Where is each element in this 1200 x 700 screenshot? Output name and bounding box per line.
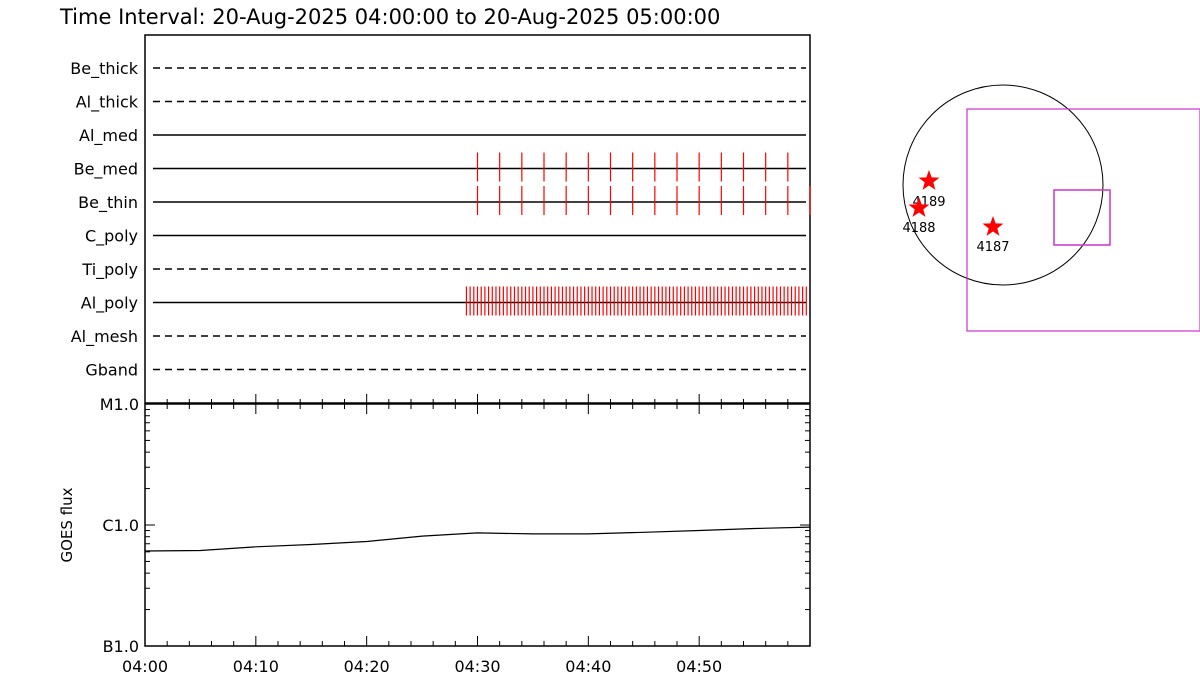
- filter-label-al-poly: Al_poly: [81, 294, 138, 314]
- filter-label-gband: Gband: [85, 361, 138, 380]
- y-axis-label: GOES flux: [58, 487, 76, 562]
- filter-label-be-med: Be_med: [74, 160, 138, 180]
- active-region-marker-4187: [982, 216, 1004, 236]
- filter-label-al-mesh: Al_mesh: [71, 327, 138, 347]
- y-tick-label: C1.0: [102, 516, 139, 535]
- y-tick-label: B1.0: [103, 637, 139, 656]
- goes-frame: [144, 403, 811, 647]
- filter-label-be-thin: Be_thin: [78, 193, 138, 213]
- x-tick-label: 04:00: [122, 657, 168, 676]
- x-tick-label: 04:10: [233, 657, 279, 676]
- goes-flux-line: [144, 526, 811, 552]
- filter-label-al-thick: Al_thick: [76, 93, 139, 113]
- filter-label-ti-poly: Ti_poly: [81, 260, 138, 280]
- filter-label-c-poly: C_poly: [85, 227, 138, 247]
- active-region-label-4187: 4187: [976, 240, 1009, 255]
- solar-disk-limb: [902, 84, 1104, 286]
- active-region-label-4188: 4188: [902, 221, 935, 236]
- x-tick-label: 04:40: [565, 657, 611, 676]
- filter-timeline-panel: Be_thick Al_thick Al_med Be_med Be_thin C_pol…: [70, 34, 811, 404]
- xrt-fov-box: [966, 108, 1200, 332]
- timeline-frame: [144, 34, 811, 404]
- x-tick-label: 04:50: [676, 657, 722, 676]
- active-region-marker-4189: [918, 170, 940, 190]
- filter-label-be-thick: Be_thick: [70, 59, 138, 79]
- filter-label-al-med: Al_med: [79, 126, 138, 146]
- x-tick-label: 04:20: [344, 657, 390, 676]
- x-tick-label: 04:30: [454, 657, 500, 676]
- chart-title: Time Interval: 20-Aug-2025 04:00:00 to 2…: [59, 5, 720, 29]
- xrt-fov-box-small: [1053, 189, 1111, 246]
- y-tick-label: M1.0: [100, 395, 139, 414]
- goes-flux-panel: M1.0 C1.0 B1.004:00 04:10 04:20 04:30 04:40 04:…: [58, 394, 811, 676]
- active-region-marker-4188: [908, 197, 930, 217]
